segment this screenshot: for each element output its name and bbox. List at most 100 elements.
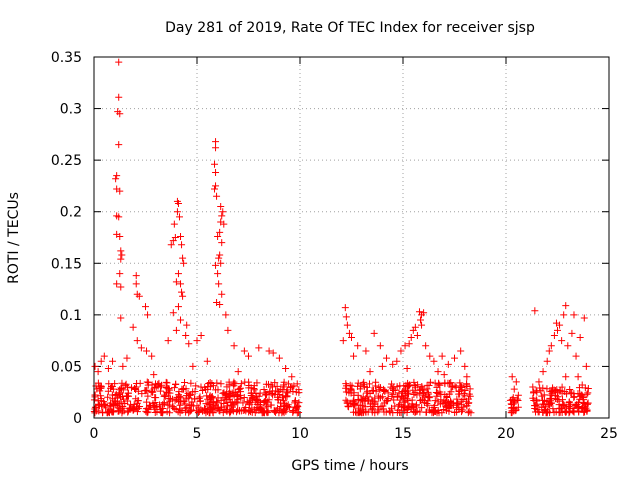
data-point: [390, 396, 398, 404]
x-axis-label: GPS time / hours: [291, 458, 408, 474]
data-point: [258, 406, 266, 414]
data-point: [178, 241, 186, 249]
data-point: [247, 389, 255, 397]
data-point: [391, 386, 399, 394]
data-point: [100, 400, 108, 408]
x-tick-label: 15: [394, 426, 412, 442]
data-point: [531, 307, 539, 315]
data-point: [339, 337, 347, 345]
data-point: [230, 342, 238, 350]
data-point: [218, 239, 226, 247]
data-point: [275, 354, 283, 362]
data-point: [170, 404, 178, 412]
data-point: [218, 212, 226, 220]
data-point: [225, 395, 233, 403]
data-point: [128, 384, 136, 392]
data-point: [115, 58, 123, 66]
data-point: [229, 407, 237, 415]
data-point: [164, 401, 172, 409]
data-point: [510, 385, 518, 393]
data-point: [463, 402, 471, 410]
plot-frame: [93, 56, 610, 419]
data-point: [404, 382, 412, 390]
data-point: [193, 402, 201, 410]
x-tick-label: 5: [193, 426, 202, 442]
data-point: [455, 387, 463, 395]
data-point: [260, 386, 268, 393]
data-point: [378, 362, 386, 370]
data-point: [460, 403, 468, 411]
data-point: [579, 398, 587, 406]
data-point: [187, 406, 195, 414]
data-point: [388, 380, 396, 388]
data-point: [431, 397, 439, 405]
data-point: [508, 373, 516, 381]
data-point: [245, 384, 253, 392]
data-point: [384, 389, 392, 397]
data-point: [226, 388, 234, 396]
data-point: [403, 383, 411, 391]
data-point: [265, 347, 273, 355]
data-point: [546, 395, 554, 403]
data-point: [398, 389, 406, 397]
data-point: [146, 401, 154, 409]
data-point: [435, 380, 443, 388]
data-point: [231, 380, 239, 388]
data-point: [136, 379, 144, 387]
data-point: [566, 385, 574, 393]
data-point: [213, 399, 221, 407]
data-point: [574, 373, 582, 381]
data-point: [250, 406, 258, 414]
data-point: [170, 220, 178, 228]
data-point: [545, 347, 553, 355]
data-point: [419, 391, 427, 399]
data-point: [413, 331, 421, 339]
data-point: [179, 292, 187, 300]
data-point: [118, 409, 126, 417]
data-point: [382, 397, 390, 405]
data-point: [208, 379, 216, 387]
data-point: [290, 382, 298, 390]
data-point: [165, 394, 173, 402]
data-point: [118, 251, 126, 259]
data-point: [217, 259, 225, 267]
data-point: [219, 208, 227, 216]
data-point: [269, 383, 277, 391]
data-point: [230, 401, 238, 409]
data-point: [174, 270, 182, 278]
data-point: [279, 407, 287, 415]
data-point: [187, 379, 195, 387]
data-point: [169, 309, 177, 317]
data-point: [143, 409, 151, 417]
data-point: [342, 388, 350, 396]
data-point: [115, 213, 123, 221]
data-point: [162, 378, 170, 386]
data-point: [417, 316, 425, 324]
data-point: [276, 406, 284, 414]
data-point: [394, 392, 402, 400]
data-point: [431, 379, 439, 387]
data-point: [179, 386, 187, 394]
data-point: [215, 254, 223, 262]
data-point: [218, 403, 226, 411]
data-point: [432, 389, 440, 397]
data-point: [411, 389, 419, 397]
data-point: [212, 182, 220, 190]
data-point: [369, 386, 377, 394]
data-point: [342, 384, 350, 392]
data-point: [192, 382, 200, 390]
data-point: [191, 395, 199, 403]
data-point: [152, 394, 160, 402]
data-point: [195, 408, 203, 416]
data-point: [360, 382, 368, 390]
data-point: [509, 394, 517, 402]
data-point: [410, 391, 418, 399]
data-point: [124, 383, 132, 391]
data-point: [416, 396, 424, 404]
data-point: [286, 384, 294, 392]
data-point: [112, 175, 120, 183]
data-point: [345, 329, 353, 337]
data-point: [426, 352, 434, 360]
data-point: [212, 144, 220, 152]
data-point: [383, 354, 391, 362]
